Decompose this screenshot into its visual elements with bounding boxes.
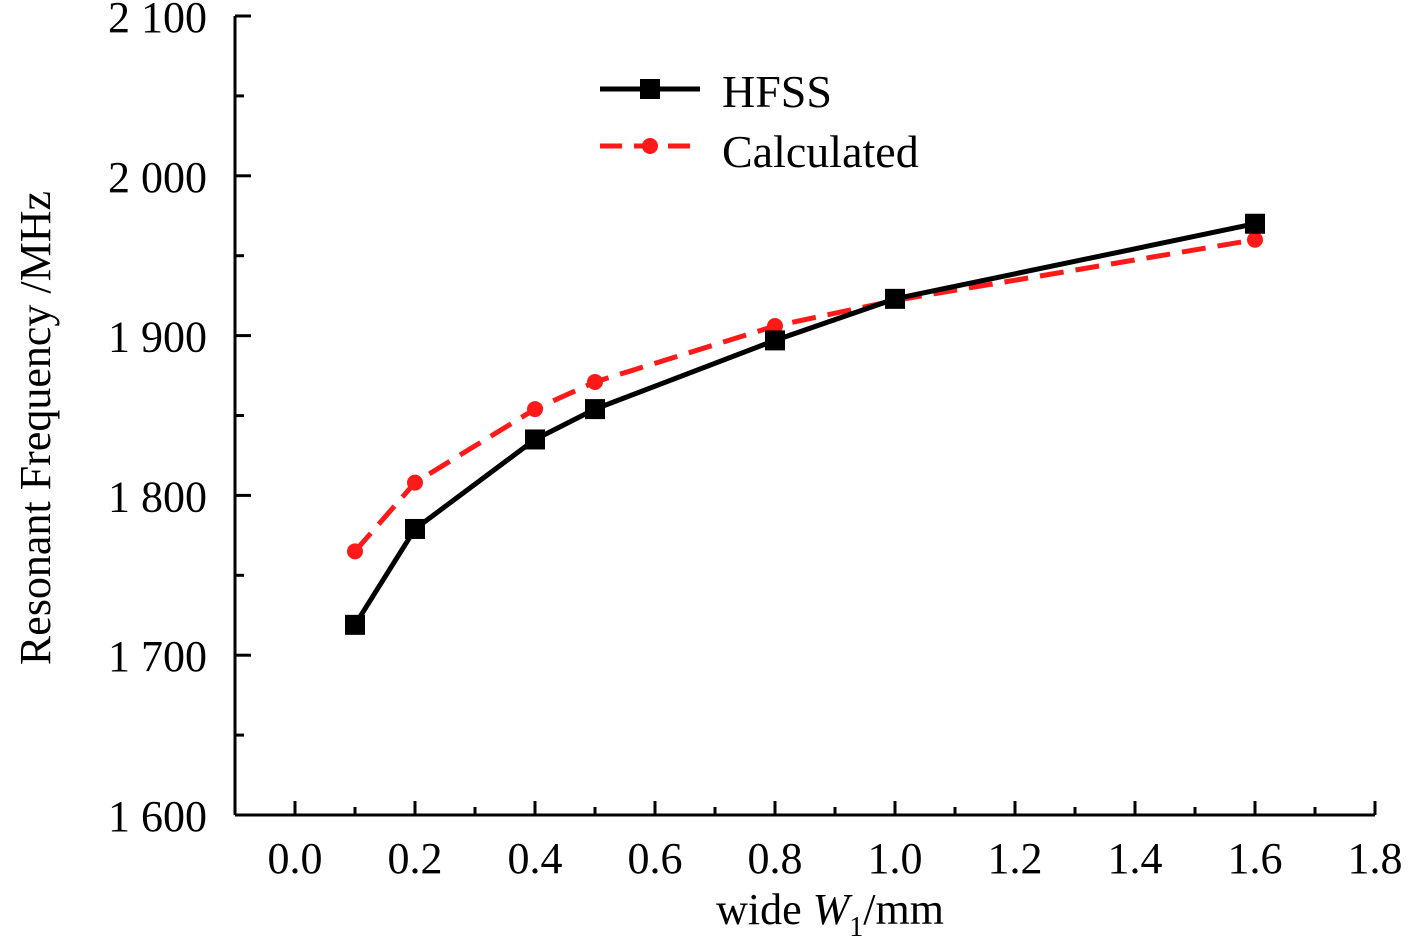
data-point-hfss (525, 429, 545, 450)
data-point-hfss (585, 399, 605, 420)
data-point-calculated (587, 373, 603, 390)
series-line-hfss (352, 221, 1256, 627)
x-tick-label: 1.4 (1108, 834, 1163, 883)
y-tick-label: 1 700 (108, 632, 207, 681)
ticks (233, 14, 1377, 817)
legend: HFSS Calculated (600, 66, 919, 177)
data-point-calculated (407, 474, 423, 491)
x-tick-label: 0.0 (268, 834, 323, 883)
legend-calculated-marker (642, 138, 658, 154)
y-tick-label: 1 600 (108, 792, 207, 841)
legend-entry-calculated: Calculated (600, 126, 919, 177)
series-hfss (345, 213, 1265, 635)
series-layer (345, 213, 1265, 635)
y-tick-label: 1 800 (108, 472, 207, 521)
x-tick-label: 0.4 (508, 834, 563, 883)
x-axis-label-suffix: /mm (863, 885, 944, 934)
x-axis-label: wide W1/mm (716, 885, 944, 943)
data-point-hfss (1245, 213, 1265, 234)
series-calculated (347, 231, 1263, 560)
series-line-calculated (353, 237, 1256, 553)
legend-hfss-label: HFSS (722, 66, 832, 117)
x-axis-label-subscript: 1 (849, 912, 863, 943)
x-tick-label: 1.0 (868, 834, 923, 883)
x-tick-label: 1.8 (1348, 834, 1403, 883)
legend-hfss-marker (640, 79, 660, 99)
tick-labels: 0.0 0.2 0.4 0.6 0.8 1.0 1.2 1.4 1.6 1.8 1 600 1 700… (108, 0, 1403, 883)
data-point-calculated (527, 401, 543, 418)
y-tick-label: 1 900 (108, 313, 207, 362)
x-tick-label: 0.8 (748, 834, 803, 883)
y-tick-label: 2 100 (108, 0, 207, 42)
data-point-hfss (405, 518, 425, 539)
data-point-calculated (347, 543, 363, 560)
legend-calculated-label: Calculated (722, 126, 919, 177)
x-tick-label: 1.6 (1228, 834, 1283, 883)
data-point-hfss (885, 288, 905, 309)
data-point-hfss (765, 330, 785, 351)
legend-entry-hfss: HFSS (600, 66, 832, 117)
x-tick-label: 0.2 (388, 834, 443, 883)
x-tick-label: 1.2 (988, 834, 1043, 883)
data-point-calculated (767, 318, 783, 335)
y-axis-label: Resonant Frequency /MHz (11, 191, 60, 665)
x-axis-label-symbol: W (813, 885, 853, 934)
x-tick-label: 0.6 (628, 834, 683, 883)
y-tick-label: 2 000 (108, 153, 207, 202)
data-point-calculated (1247, 231, 1263, 248)
data-point-hfss (345, 614, 365, 635)
x-axis-label-prefix: wide (716, 885, 813, 934)
